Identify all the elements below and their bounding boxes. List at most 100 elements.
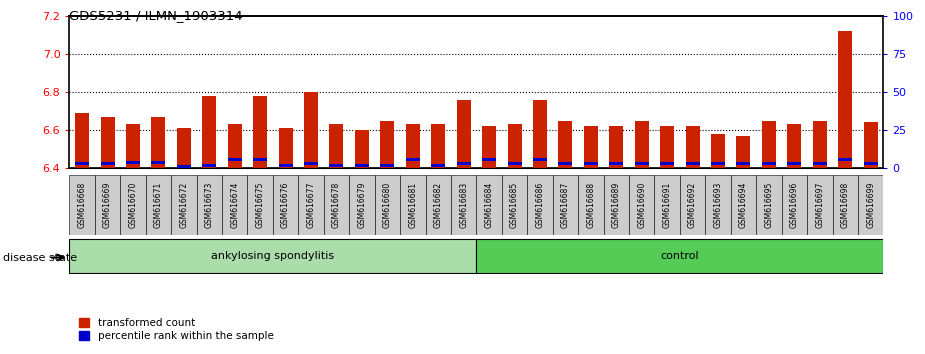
Bar [813,121,827,168]
FancyBboxPatch shape [527,175,553,235]
FancyBboxPatch shape [69,239,476,273]
FancyBboxPatch shape [120,175,146,235]
Legend: transformed count, percentile rank within the sample: transformed count, percentile rank withi… [75,314,278,345]
Text: GSM616679: GSM616679 [357,182,366,228]
Bar [813,162,827,165]
FancyBboxPatch shape [248,175,273,235]
FancyBboxPatch shape [807,175,832,235]
Text: GSM616675: GSM616675 [255,182,265,228]
FancyBboxPatch shape [426,175,451,235]
FancyBboxPatch shape [858,175,883,235]
Bar [203,96,216,168]
Bar [584,162,598,165]
Bar [228,159,241,161]
Bar [482,159,496,161]
Text: GSM616686: GSM616686 [536,182,545,228]
Text: GSM616696: GSM616696 [790,182,799,228]
FancyBboxPatch shape [222,175,248,235]
Bar [75,162,89,165]
Bar [355,164,369,167]
Bar [406,124,420,168]
Text: GSM616681: GSM616681 [408,182,417,228]
Bar [736,162,750,165]
FancyBboxPatch shape [655,175,680,235]
Bar [380,164,394,167]
Text: control: control [660,251,699,261]
Text: GSM616690: GSM616690 [637,182,647,228]
Bar [508,124,522,168]
Text: GSM616685: GSM616685 [510,182,519,228]
FancyBboxPatch shape [731,175,757,235]
FancyBboxPatch shape [476,175,501,235]
FancyBboxPatch shape [629,175,655,235]
FancyBboxPatch shape [298,175,324,235]
Bar [685,162,699,165]
Bar [635,121,648,168]
Text: GSM616697: GSM616697 [815,182,824,228]
Text: GSM616689: GSM616689 [611,182,621,228]
Bar [533,100,547,168]
FancyBboxPatch shape [350,175,375,235]
Bar [660,162,674,165]
FancyBboxPatch shape [171,175,196,235]
Bar [304,92,318,168]
Bar [711,162,725,165]
FancyBboxPatch shape [196,175,222,235]
Bar [126,124,140,168]
FancyBboxPatch shape [757,175,782,235]
Text: GSM616693: GSM616693 [713,182,722,228]
Bar [610,162,623,165]
Bar [253,159,267,161]
Bar [380,121,394,168]
Text: GSM616673: GSM616673 [204,182,214,228]
Bar [736,136,750,168]
FancyBboxPatch shape [680,175,706,235]
Text: GSM616683: GSM616683 [459,182,468,228]
Text: GDS5231 / ILMN_1903314: GDS5231 / ILMN_1903314 [69,9,243,22]
FancyBboxPatch shape [553,175,578,235]
FancyBboxPatch shape [476,239,883,273]
FancyBboxPatch shape [501,175,527,235]
Bar [177,165,191,168]
Text: GSM616698: GSM616698 [841,182,850,228]
Text: GSM616670: GSM616670 [129,182,138,228]
Text: GSM616682: GSM616682 [434,182,443,228]
FancyBboxPatch shape [273,175,298,235]
Bar [253,96,267,168]
Bar [101,162,115,165]
FancyBboxPatch shape [578,175,603,235]
Text: GSM616678: GSM616678 [332,182,341,228]
Text: GSM616668: GSM616668 [78,182,87,228]
Bar [584,126,598,168]
Bar [75,113,89,168]
Bar [278,164,292,167]
Bar [787,124,801,168]
Bar [533,159,547,161]
Bar [508,162,522,165]
Bar [304,162,318,165]
Bar [126,161,140,164]
FancyBboxPatch shape [706,175,731,235]
Bar [864,122,878,168]
Bar [329,164,343,167]
Text: GSM616676: GSM616676 [281,182,290,228]
Bar [457,100,471,168]
Text: GSM616688: GSM616688 [586,182,596,228]
Bar [838,31,852,168]
Text: GSM616692: GSM616692 [688,182,697,228]
Bar [177,128,191,168]
Bar [787,162,801,165]
Bar [152,117,166,168]
FancyBboxPatch shape [69,175,95,235]
Bar [762,162,776,165]
Bar [864,162,878,165]
Bar [355,130,369,168]
FancyBboxPatch shape [95,175,120,235]
Text: GSM616671: GSM616671 [154,182,163,228]
FancyBboxPatch shape [451,175,476,235]
Bar [431,124,445,168]
Text: GSM616680: GSM616680 [383,182,392,228]
Bar [838,159,852,161]
Text: GSM616669: GSM616669 [103,182,112,228]
Text: GSM616672: GSM616672 [179,182,189,228]
